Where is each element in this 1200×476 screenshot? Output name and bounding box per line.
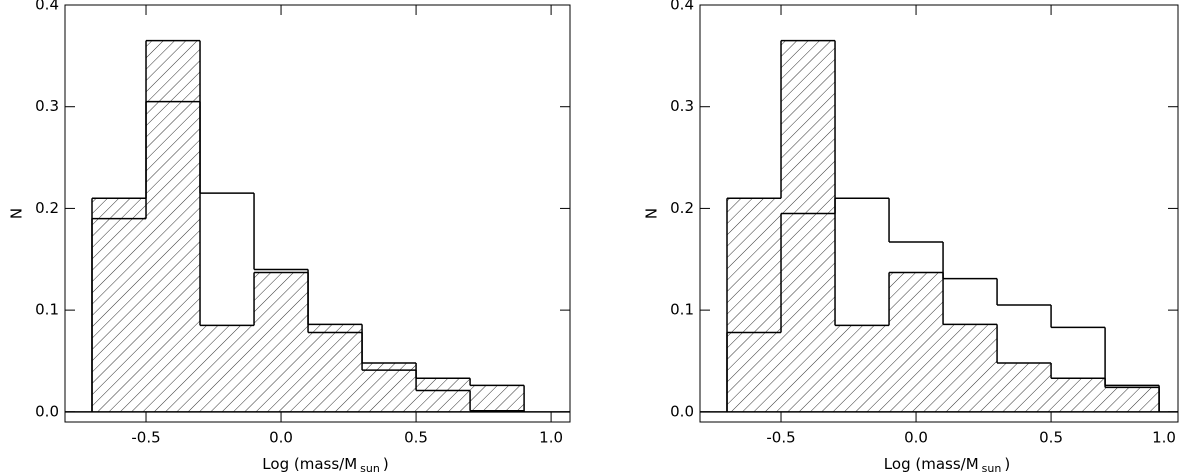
hatched-bar bbox=[1105, 387, 1160, 412]
x-tick-label: 0.0 bbox=[904, 429, 928, 447]
x-axis-label-main: Log (mass/M bbox=[884, 455, 979, 473]
y-tick-label: 0.0 bbox=[670, 402, 694, 420]
x-tick-label: -0.5 bbox=[131, 429, 160, 447]
hatched-bar bbox=[835, 325, 890, 412]
hatched-bar bbox=[889, 272, 944, 412]
hatched-bar bbox=[92, 198, 147, 412]
hatched-bar bbox=[200, 325, 255, 412]
hatched-bar bbox=[146, 40, 201, 412]
hatched-bar bbox=[997, 363, 1052, 412]
y-tick-label: 0.2 bbox=[670, 199, 694, 217]
x-tick-label: 0.5 bbox=[1039, 429, 1063, 447]
x-tick-label: 0.0 bbox=[269, 429, 293, 447]
x-axis-label: Log (mass/M sun) bbox=[884, 455, 1010, 476]
x-tick-label: 0.5 bbox=[404, 429, 428, 447]
y-tick-label: 0.0 bbox=[35, 402, 59, 420]
panel: 0.0 0.1 0.2 0.3 0.4 -0.5 0.0 0.5 1.0 N Log (mass/M… bbox=[8, 0, 571, 475]
hatched-bar bbox=[470, 385, 525, 412]
x-axis-label-end: ) bbox=[383, 455, 389, 473]
hatched-bar bbox=[362, 363, 417, 412]
y-tick-label: 0.4 bbox=[670, 0, 694, 14]
x-tick-label: -0.5 bbox=[766, 429, 795, 447]
x-axis-label-sub: sun bbox=[982, 462, 1002, 475]
hatched-bar bbox=[781, 40, 836, 412]
y-tick-label: 0.1 bbox=[35, 301, 59, 319]
plot-frame bbox=[699, 4, 1179, 423]
x-tick-label: 1.0 bbox=[1152, 429, 1176, 447]
hatched-bar bbox=[1051, 378, 1106, 412]
x-axis-label: Log (mass/M sun) bbox=[262, 455, 388, 476]
hatched-bar bbox=[416, 378, 471, 412]
y-axis-label: N bbox=[643, 208, 661, 219]
plot-frame bbox=[64, 4, 571, 423]
panel: 0.0 0.1 0.2 0.3 0.4 -0.5 0.0 0.5 1.0 N Log (mass/M… bbox=[643, 0, 1179, 475]
x-axis-label-sub: sun bbox=[360, 462, 380, 475]
y-tick-label: 0.3 bbox=[35, 97, 59, 115]
x-axis-label-end: ) bbox=[1004, 455, 1010, 473]
hatched-bar bbox=[943, 324, 998, 412]
hatched-bar bbox=[308, 324, 363, 412]
x-tick-label: 1.0 bbox=[539, 429, 563, 447]
x-axis-label-main: Log (mass/M bbox=[262, 455, 357, 473]
y-tick-label: 0.4 bbox=[35, 0, 59, 14]
hatched-bar bbox=[727, 198, 782, 412]
y-axis-label: N bbox=[8, 208, 26, 219]
y-tick-label: 0.3 bbox=[670, 97, 694, 115]
y-tick-label: 0.2 bbox=[35, 199, 59, 217]
hatched-bar bbox=[254, 272, 309, 412]
y-tick-label: 0.1 bbox=[670, 301, 694, 319]
